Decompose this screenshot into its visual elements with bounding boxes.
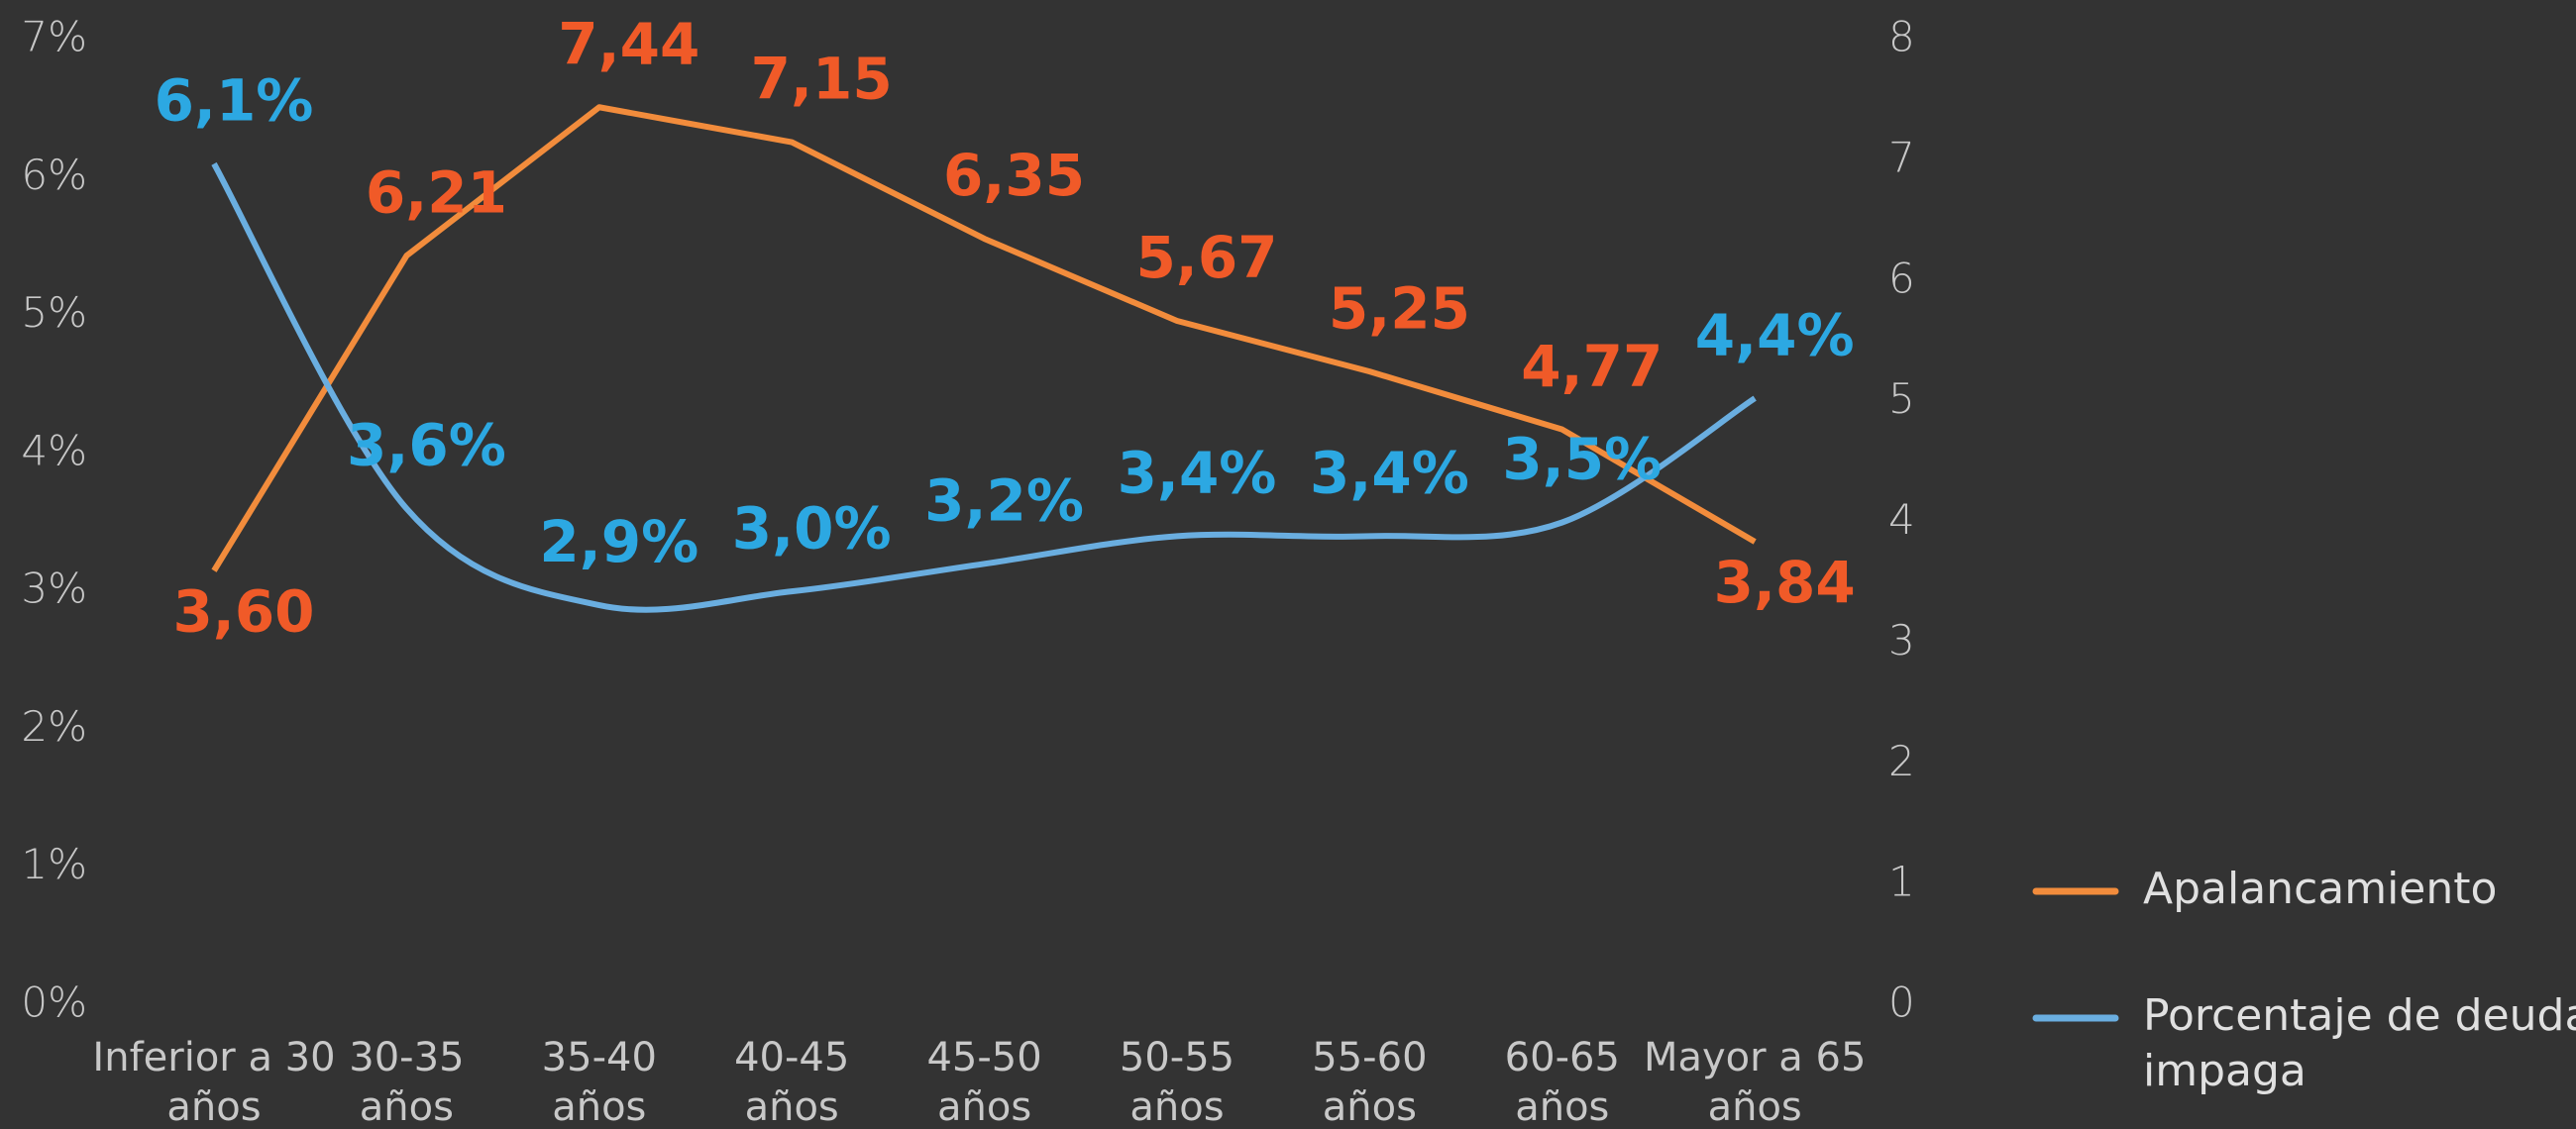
y2-tick-label: 0 (1888, 978, 1915, 1027)
y2-tick-label: 4 (1888, 495, 1915, 544)
series-line (211, 161, 1757, 613)
y2-tick-label: 5 (1888, 374, 1915, 423)
y2-tick-label: 7 (1888, 133, 1915, 181)
data-label: 3,84 (1714, 549, 1856, 616)
x-tick-label: 40-45 años (734, 1035, 849, 1129)
y-tick-label: 1% (21, 840, 87, 888)
y-tick-label: 4% (21, 426, 87, 474)
data-label: 5,67 (1135, 224, 1277, 291)
data-label: 2,9% (539, 508, 698, 575)
y2-tick-label: 6 (1888, 254, 1915, 302)
data-label: 3,4% (1118, 440, 1277, 507)
data-label: 3,4% (1310, 440, 1469, 507)
y-tick-label: 0% (21, 978, 87, 1027)
x-tick-label: 50-55 años (1120, 1035, 1234, 1129)
y-tick-label: 5% (21, 288, 87, 337)
data-label: 3,60 (172, 577, 314, 645)
legend-label: Apalancamiento (2143, 864, 2497, 914)
y2-tick-label: 8 (1888, 13, 1915, 61)
y2-tick-label: 1 (1888, 858, 1915, 906)
data-label: 3,0% (732, 494, 892, 562)
y-tick-label: 7% (21, 13, 87, 61)
x-tick-label: Mayor a 65 años (1644, 1035, 1866, 1129)
x-tick-label: Inferior a 30 años (92, 1035, 335, 1129)
x-tick-label: 35-40 años (542, 1035, 657, 1129)
series-line (211, 104, 1757, 572)
data-label: 3,6% (347, 412, 506, 479)
data-label: 6,21 (366, 158, 507, 226)
data-label: 6,1% (155, 66, 314, 134)
y2-tick-label: 2 (1888, 737, 1915, 785)
data-label: 5,25 (1329, 274, 1470, 342)
x-tick-label: 60-65 años (1505, 1035, 1620, 1129)
data-label: 3,5% (1502, 426, 1662, 493)
y-tick-label: 2% (21, 702, 87, 751)
legend-label: Porcentaje de deuda impaga (2143, 990, 2576, 1096)
data-label: 6,35 (943, 142, 1085, 209)
data-label: 4,77 (1521, 333, 1663, 400)
data-label: 3,2% (924, 466, 1084, 534)
x-tick-label: 30-35 años (349, 1035, 464, 1129)
y-tick-label: 6% (21, 151, 87, 199)
x-tick-label: 55-60 años (1312, 1035, 1427, 1129)
data-label: 7,15 (751, 46, 893, 113)
x-tick-label: 45-50 años (926, 1035, 1041, 1129)
data-label: 7,44 (558, 10, 699, 77)
y2-tick-label: 3 (1888, 616, 1915, 665)
data-label: 4,4% (1695, 301, 1855, 368)
y-tick-label: 3% (21, 564, 87, 613)
